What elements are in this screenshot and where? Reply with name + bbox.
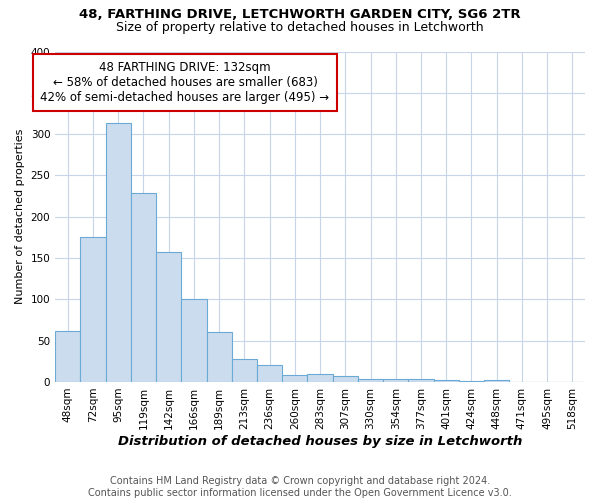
Bar bbox=[206, 332, 232, 382]
Bar bbox=[459, 381, 484, 382]
Bar bbox=[156, 252, 181, 382]
Bar bbox=[332, 376, 358, 382]
Text: 48, FARTHING DRIVE, LETCHWORTH GARDEN CITY, SG6 2TR: 48, FARTHING DRIVE, LETCHWORTH GARDEN CI… bbox=[79, 8, 521, 20]
Bar bbox=[55, 330, 80, 382]
Bar bbox=[434, 380, 459, 382]
Bar bbox=[257, 364, 282, 382]
Text: 48 FARTHING DRIVE: 132sqm
← 58% of detached houses are smaller (683)
42% of semi: 48 FARTHING DRIVE: 132sqm ← 58% of detac… bbox=[40, 62, 329, 104]
Y-axis label: Number of detached properties: Number of detached properties bbox=[15, 129, 25, 304]
Text: Contains HM Land Registry data © Crown copyright and database right 2024.
Contai: Contains HM Land Registry data © Crown c… bbox=[88, 476, 512, 498]
Bar bbox=[484, 380, 509, 382]
Bar bbox=[358, 378, 383, 382]
Bar bbox=[131, 193, 156, 382]
Bar bbox=[106, 122, 131, 382]
Bar bbox=[282, 374, 307, 382]
Bar bbox=[383, 378, 409, 382]
Bar bbox=[80, 238, 106, 382]
Text: Size of property relative to detached houses in Letchworth: Size of property relative to detached ho… bbox=[116, 21, 484, 34]
Bar bbox=[232, 359, 257, 382]
Bar bbox=[409, 380, 434, 382]
X-axis label: Distribution of detached houses by size in Letchworth: Distribution of detached houses by size … bbox=[118, 434, 522, 448]
Bar bbox=[307, 374, 332, 382]
Bar bbox=[181, 298, 206, 382]
